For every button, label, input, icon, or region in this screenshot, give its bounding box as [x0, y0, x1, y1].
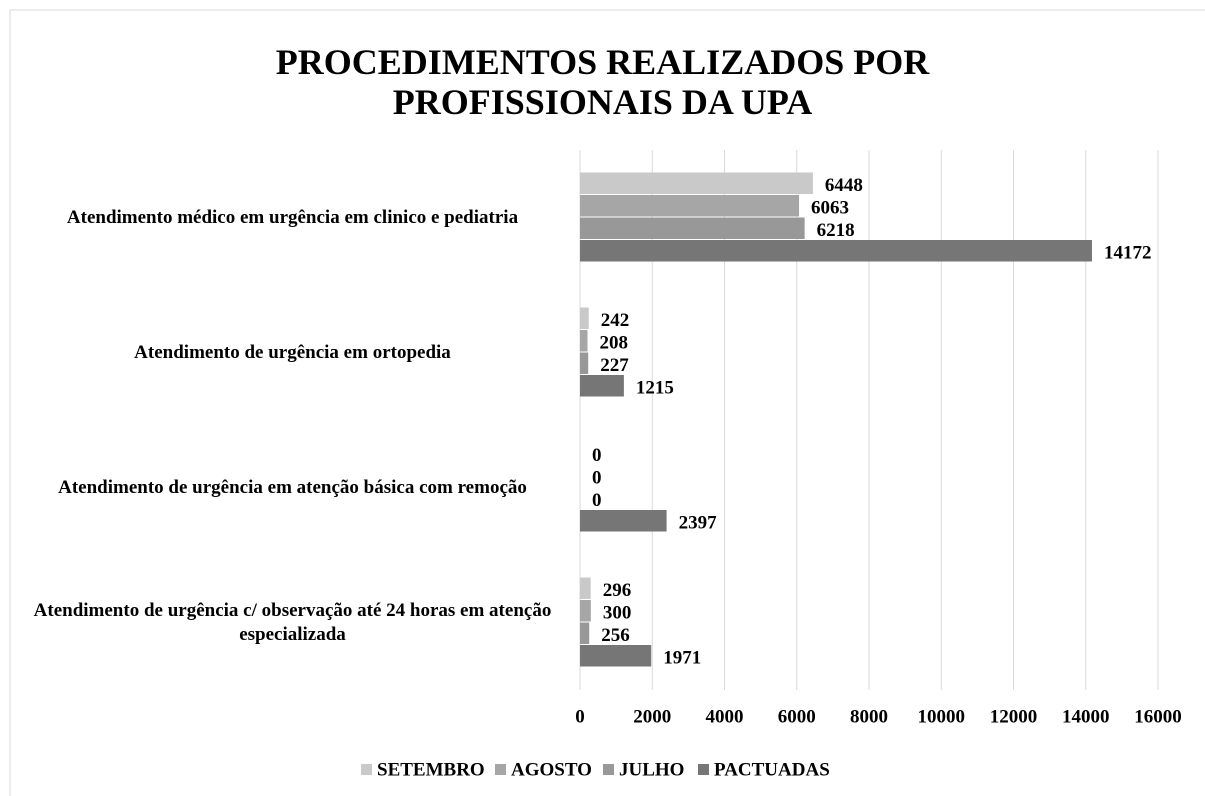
y-tick-label: Atendimento de urgência em atenção básic…: [58, 476, 527, 498]
bar: [580, 172, 813, 194]
legend-swatch: [495, 764, 506, 775]
data-label: 1971: [663, 648, 701, 669]
x-tick-label: 10000: [918, 706, 966, 727]
x-tick-label: 6000: [778, 706, 816, 727]
data-label: 1215: [636, 378, 674, 399]
legend-label: JULHO: [619, 759, 684, 780]
bar: [580, 600, 591, 622]
chart-title: PROCEDIMENTOS REALIZADOS POR PROFISSIONA…: [275, 42, 930, 122]
data-label: 14172: [1104, 243, 1152, 264]
bar: [580, 307, 589, 329]
bar: [580, 195, 800, 217]
data-label: 300: [603, 603, 632, 624]
bar: [580, 510, 667, 532]
data-label: 6063: [811, 198, 849, 219]
chart-border: [9, 9, 1205, 796]
data-label: 6448: [825, 175, 863, 196]
bar: [580, 330, 588, 352]
data-label: 256: [601, 625, 630, 646]
legend-label: AGOSTO: [511, 759, 592, 780]
bar: [580, 577, 591, 599]
data-label: 0: [592, 490, 602, 511]
legend-swatch: [698, 764, 709, 775]
data-label: 242: [601, 310, 630, 331]
data-label: 0: [592, 468, 602, 489]
y-tick-label: Atendimento de urgência c/ observação at…: [33, 599, 552, 645]
data-label: 2397: [679, 513, 718, 534]
bar: [580, 352, 589, 374]
legend-label: SETEMBRO: [377, 759, 485, 780]
legend-swatch: [361, 764, 372, 775]
x-tick-label: 16000: [1134, 706, 1182, 727]
x-tick-label: 2000: [633, 706, 671, 727]
bar: [580, 240, 1092, 262]
data-label: 296: [603, 580, 632, 601]
x-tick-label: 8000: [850, 706, 888, 727]
data-label: 6218: [817, 220, 855, 241]
data-label: 208: [600, 333, 629, 354]
legend-label: PACTUADAS: [714, 759, 830, 780]
legend-swatch: [603, 764, 614, 775]
y-tick-label: Atendimento médico em urgência em clinic…: [66, 206, 519, 228]
data-label: 227: [600, 355, 629, 376]
y-tick-label: Atendimento de urgência em ortopedia: [134, 341, 451, 363]
bar: [580, 622, 590, 644]
bar: [580, 217, 805, 239]
bar: [580, 375, 624, 397]
x-tick-label: 4000: [706, 706, 744, 727]
x-tick-label: 12000: [990, 706, 1038, 727]
bar: [580, 645, 652, 667]
data-label: 0: [592, 445, 602, 466]
x-tick-label: 0: [575, 706, 585, 727]
x-tick-label: 14000: [1062, 706, 1110, 727]
